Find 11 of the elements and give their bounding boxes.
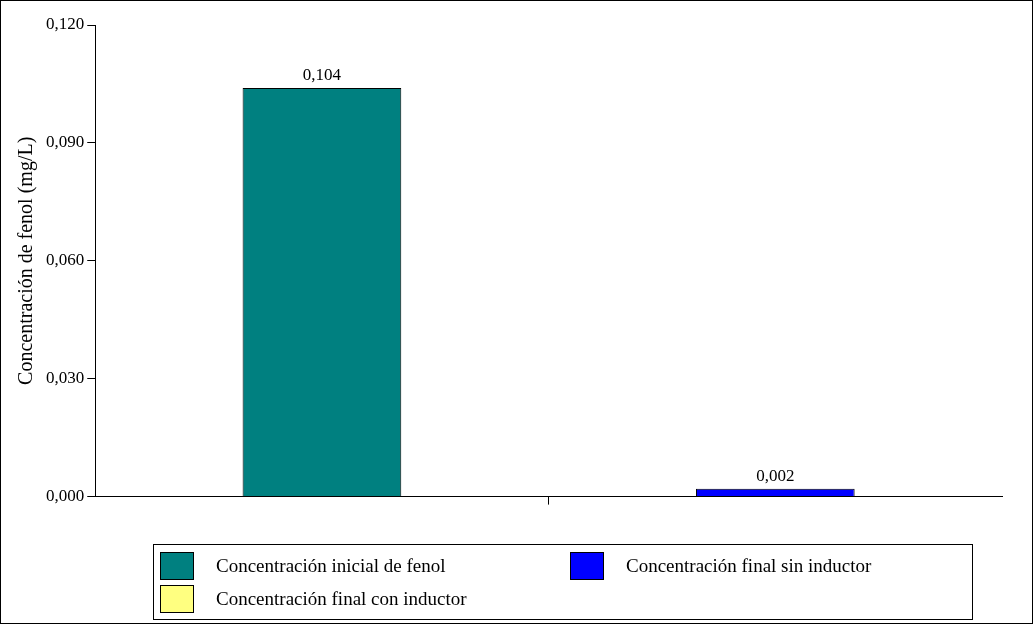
y-axis-title: Concentración de fenol (mg/L) <box>14 136 38 385</box>
data-label: 0,002 <box>756 465 795 485</box>
legend-label: Concentración inicial de fenol <box>216 554 446 577</box>
y-tick-label: 0,030 <box>46 368 85 388</box>
data-label: 0,104 <box>302 64 342 84</box>
y-tick-label: 0,090 <box>46 132 85 152</box>
y-tick-label: 0,120 <box>46 14 85 34</box>
legend-label: Concentración final con inductor <box>216 587 467 610</box>
y-tick-label: 0,060 <box>46 250 85 270</box>
y-tick-label: 0,000 <box>46 486 85 506</box>
legend-label: Concentración final sin inductor <box>626 554 872 577</box>
